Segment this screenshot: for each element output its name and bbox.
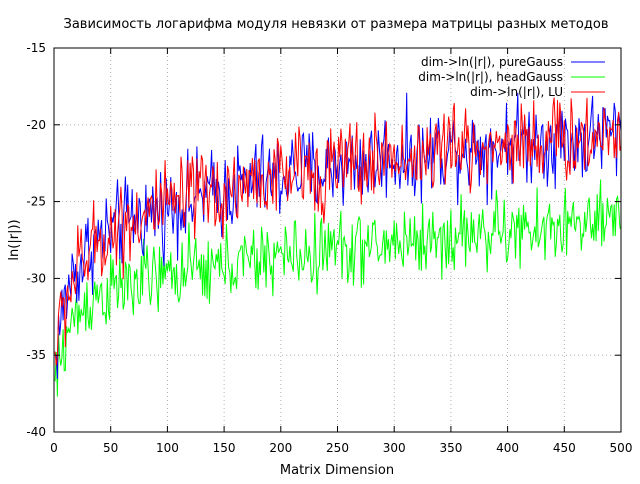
x-tick-label: 450 (553, 441, 576, 455)
y-tick-label: -35 (26, 348, 46, 362)
y-tick-label: -30 (26, 271, 46, 285)
legend-label: dim->ln(|r|), pureGauss (421, 55, 563, 69)
legend-label: dim->ln(|r|), headGauss (418, 70, 563, 84)
series-group (54, 92, 622, 397)
series-line-2 (54, 179, 622, 397)
legend-label: dim->ln(|r|), LU (470, 85, 563, 99)
x-tick-label: 150 (213, 441, 236, 455)
series-line-3 (54, 97, 622, 366)
x-tick-label: 0 (50, 441, 58, 455)
x-tick-label: 500 (610, 441, 633, 455)
x-tick-label: 250 (326, 441, 349, 455)
chart-title: Зависимость логарифма модуля невязки от … (64, 17, 609, 32)
y-tick-label: -15 (26, 41, 46, 55)
y-tick-label: -20 (26, 118, 46, 132)
y-tick-label: -25 (26, 195, 46, 209)
x-tick-label: 100 (156, 441, 179, 455)
x-tick-label: 50 (103, 441, 118, 455)
y-axis-label: ln(|r|)) (7, 219, 22, 260)
grid (54, 48, 621, 432)
x-tick-label: 400 (496, 441, 519, 455)
axis-ticks: 0 50 100 150 200 250 300 350 400 450 500 -40 -35 -30 -… (26, 41, 632, 455)
y-tick-label: -40 (26, 425, 46, 439)
x-tick-label: 200 (269, 441, 292, 455)
x-tick-label: 300 (383, 441, 406, 455)
x-tick-label: 350 (439, 441, 462, 455)
x-axis-label: Matrix Dimension (280, 463, 394, 478)
